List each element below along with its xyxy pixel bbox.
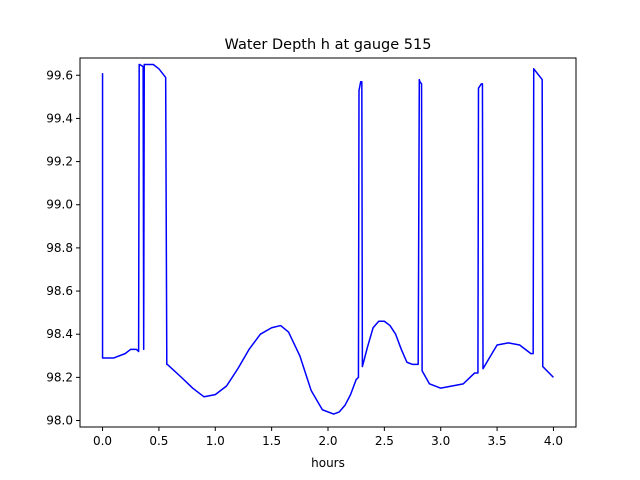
x-tick-label: 3.0: [431, 434, 450, 448]
plot-area: [101, 63, 554, 415]
y-tick-label: 99.4: [46, 111, 73, 125]
x-tick-label: 3.5: [488, 434, 507, 448]
y-tick-label: 98.4: [46, 327, 73, 341]
y-tick-label: 98.8: [46, 241, 73, 255]
chart-title: Water Depth h at gauge 515: [225, 37, 432, 53]
x-axis-title: hours: [311, 456, 345, 470]
y-tick-label: 98.2: [46, 370, 73, 384]
y-tick-label: 99.2: [46, 155, 73, 169]
x-tick-label: 1.0: [206, 434, 225, 448]
series-line-0: [101, 63, 554, 415]
x-tick-label: 1.5: [262, 434, 281, 448]
y-tick-label: 99.0: [46, 198, 73, 212]
y-tick-label: 98.6: [46, 284, 73, 298]
x-axis-ticks: 0.0 0.5 1.0 1.5 2.0 2.5 3.0 3.5 4.0: [93, 427, 563, 448]
y-axis-ticks: 98.0 98.2 98.4 98.6 98.8 99.0 99.2 99.4 99.6: [46, 68, 80, 428]
y-tick-label: 99.6: [46, 68, 73, 82]
y-tick-label: 98.0: [46, 414, 73, 428]
x-tick-label: 2.5: [375, 434, 394, 448]
x-tick-label: 0.5: [149, 434, 168, 448]
x-tick-label: 4.0: [544, 434, 563, 448]
x-tick-label: 0.0: [93, 434, 112, 448]
x-tick-label: 2.0: [318, 434, 337, 448]
